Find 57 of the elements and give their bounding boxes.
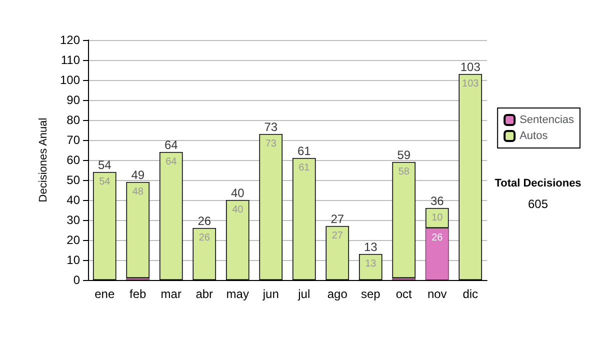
total-label: 40 <box>230 186 245 200</box>
total-label: 26 <box>198 214 212 228</box>
bar <box>126 182 150 278</box>
data-label: 58 <box>398 166 410 178</box>
x-tick-label: jul <box>297 287 310 301</box>
total-label: 103 <box>460 60 481 74</box>
x-tick-label: may <box>226 287 249 301</box>
y-tick-label: 10 <box>66 253 80 267</box>
x-tick-label: mar <box>160 287 182 301</box>
legend-label: Sentencias <box>520 114 574 126</box>
y-tick-label: 20 <box>66 233 80 247</box>
total-label: 36 <box>430 194 444 208</box>
data-label: 103 <box>462 78 480 90</box>
legend-label: Autos <box>520 130 548 142</box>
y-tick-label: 120 <box>60 33 80 47</box>
y-tick-label: 40 <box>66 193 80 207</box>
y-tick-label: 110 <box>60 53 80 67</box>
total-label: 59 <box>397 148 411 162</box>
total-label: 73 <box>264 120 278 134</box>
x-tick-label: jun <box>262 287 279 301</box>
y-axis-title: Decisiones Anual <box>38 118 50 202</box>
total-label: 49 <box>131 168 145 182</box>
text: Total Decisiones <box>494 178 582 190</box>
data-label: 61 <box>298 162 310 174</box>
data-label: 26 <box>198 232 210 244</box>
data-label: 48 <box>132 186 144 198</box>
data-label: 26 <box>432 232 444 244</box>
y-tick-label: 60 <box>66 153 80 167</box>
data-label: 40 <box>232 204 244 216</box>
y-tick-label: 80 <box>66 113 80 127</box>
x-tick-label: ago <box>327 287 348 301</box>
total-label: 13 <box>364 240 378 254</box>
data-label: 73 <box>265 138 277 150</box>
y-tick-label: 30 <box>66 213 80 227</box>
bar <box>392 162 416 278</box>
total-label: 27 <box>330 212 344 226</box>
x-tick-label: ene <box>94 287 115 301</box>
x-tick-label: dic <box>462 287 478 301</box>
total-label: 54 <box>98 158 112 172</box>
y-tick-label: 100 <box>60 73 80 87</box>
x-tick-label: nov <box>427 287 447 301</box>
x-tick-label: abr <box>196 287 214 301</box>
y-tick-label: 70 <box>66 133 80 147</box>
data-label: 64 <box>166 156 178 168</box>
x-tick-label: feb <box>130 287 147 301</box>
text: 605 <box>528 197 548 211</box>
total-label: 61 <box>297 144 312 158</box>
data-label: 54 <box>99 176 111 188</box>
y-tick-label: 50 <box>66 173 80 187</box>
y-tick-label: 90 <box>66 93 80 107</box>
total-label: 64 <box>164 138 178 152</box>
x-tick-label: sep <box>360 287 381 301</box>
data-label: 13 <box>365 258 377 270</box>
y-tick-label: 0 <box>73 273 80 287</box>
data-label: 27 <box>332 230 344 242</box>
data-label: 10 <box>432 212 444 224</box>
x-tick-label: oct <box>396 287 413 301</box>
